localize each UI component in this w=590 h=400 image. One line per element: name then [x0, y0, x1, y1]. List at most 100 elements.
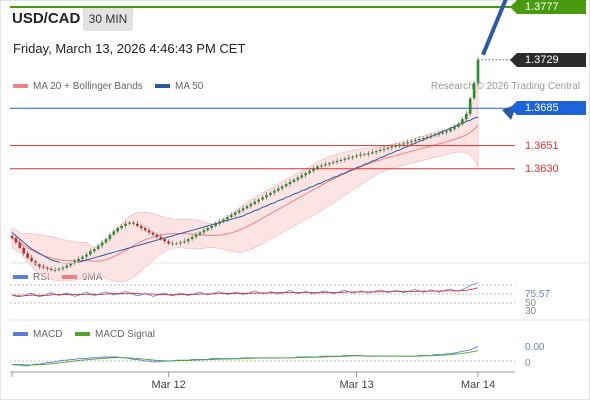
macd-zero-label: 0: [525, 358, 531, 369]
candle: [167, 241, 170, 244]
candle: [280, 186, 284, 189]
x-tick-label: Mar 14: [461, 379, 495, 391]
candle: [284, 184, 288, 187]
candle: [308, 170, 311, 174]
candle: [296, 177, 300, 180]
datetime-label: Friday, March 13, 2026 4:46:43 PM CET: [13, 41, 246, 56]
candle: [398, 144, 401, 146]
rsi-swatch: [13, 275, 28, 280]
candle: [359, 154, 362, 156]
candle: [410, 141, 413, 143]
timeframe-button[interactable]: 30 MIN: [83, 7, 133, 31]
candle: [394, 145, 398, 147]
price-label-pointer: [510, 0, 517, 14]
candle: [402, 143, 405, 145]
candle: [186, 239, 190, 242]
legend-macd: MACD: [13, 329, 62, 340]
candle: [151, 232, 155, 235]
macd-signal-line: [11, 350, 479, 366]
ma50-line: [11, 116, 479, 264]
legend-macd-signal: MACD Signal: [75, 329, 155, 340]
candle: [335, 161, 339, 163]
candle: [120, 225, 123, 229]
candle: [206, 228, 210, 231]
candle: [18, 242, 22, 248]
candle: [433, 134, 437, 136]
candle: [198, 232, 202, 235]
candle: [472, 82, 476, 99]
candle: [53, 269, 57, 271]
candle: [45, 267, 49, 269]
candle: [464, 113, 468, 120]
candle: [386, 147, 390, 149]
candle: [73, 261, 76, 264]
candle: [331, 162, 335, 164]
candle: [171, 243, 174, 245]
candle: [367, 153, 370, 155]
candle: [437, 133, 441, 135]
candle: [261, 197, 264, 200]
candle: [237, 210, 241, 213]
candle: [218, 221, 221, 224]
candle: [421, 137, 425, 139]
candle: [190, 236, 194, 240]
candle: [390, 146, 394, 148]
macd-signal-swatch: [75, 332, 90, 337]
candle: [453, 126, 456, 130]
rsi-value-label: 75.57: [525, 289, 551, 300]
candle: [476, 59, 480, 83]
candle: [124, 223, 127, 226]
candle: [22, 247, 26, 254]
candle: [241, 208, 245, 211]
candle: [312, 168, 315, 171]
price-label-resistance: 1.3777: [517, 0, 586, 14]
candle: [351, 156, 354, 158]
candle: [30, 257, 33, 262]
candle: [163, 239, 167, 242]
candle: [382, 148, 386, 150]
candle: [132, 222, 135, 224]
candle: [316, 166, 319, 169]
candle: [57, 268, 61, 270]
candle: [276, 188, 280, 191]
candle: [292, 179, 296, 182]
candle: [273, 190, 276, 193]
x-tick-label: Mar 13: [339, 379, 373, 391]
price-label-support: 1.3630: [525, 162, 559, 175]
candle: [92, 249, 96, 252]
candle: [339, 159, 343, 161]
candle: [159, 236, 163, 240]
candle: [42, 266, 45, 268]
candle: [116, 228, 120, 232]
candle: [378, 150, 382, 152]
candle: [226, 217, 229, 220]
candle: [222, 219, 225, 222]
candle: [112, 231, 116, 235]
candle: [194, 234, 198, 237]
candle: [257, 199, 261, 202]
candle: [441, 132, 445, 134]
target-arrow-shaft: [481, 0, 508, 56]
candle: [265, 195, 268, 198]
candle: [363, 154, 366, 156]
candle: [77, 258, 80, 262]
candle: [108, 234, 112, 240]
candle: [183, 241, 186, 243]
candle: [69, 263, 73, 266]
candle: [320, 165, 323, 167]
candle: [26, 253, 29, 258]
rsi-level-50-label: 50: [525, 298, 537, 309]
candle: [417, 139, 421, 141]
candle: [445, 131, 448, 133]
candle: [136, 223, 139, 226]
candle: [370, 152, 374, 154]
candle: [100, 242, 104, 246]
candle: [104, 239, 108, 243]
candle: [304, 173, 307, 176]
candle: [128, 222, 131, 224]
candle: [249, 203, 253, 207]
candle: [202, 230, 206, 233]
candle: [253, 201, 257, 204]
